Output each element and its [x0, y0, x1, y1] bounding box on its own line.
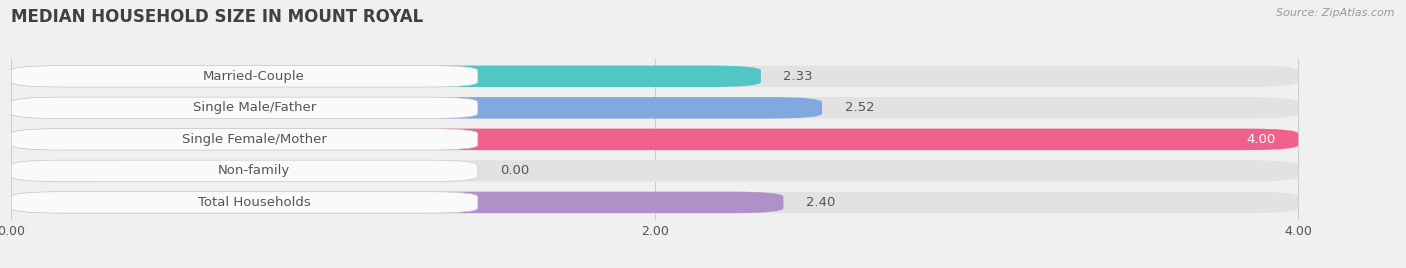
- FancyBboxPatch shape: [11, 66, 478, 87]
- Text: Single Female/Mother: Single Female/Mother: [181, 133, 326, 146]
- FancyBboxPatch shape: [11, 192, 1298, 213]
- FancyBboxPatch shape: [11, 66, 761, 87]
- FancyBboxPatch shape: [11, 129, 478, 150]
- Text: Non-family: Non-family: [218, 164, 290, 177]
- Text: 4.00: 4.00: [1247, 133, 1275, 146]
- Text: 2.52: 2.52: [845, 101, 875, 114]
- Text: Single Male/Father: Single Male/Father: [193, 101, 316, 114]
- FancyBboxPatch shape: [11, 66, 1298, 87]
- FancyBboxPatch shape: [11, 97, 1298, 118]
- FancyBboxPatch shape: [11, 160, 142, 182]
- Text: Married-Couple: Married-Couple: [204, 70, 305, 83]
- Text: Total Households: Total Households: [198, 196, 311, 209]
- FancyBboxPatch shape: [11, 192, 783, 213]
- FancyBboxPatch shape: [11, 97, 823, 118]
- FancyBboxPatch shape: [11, 129, 1298, 150]
- FancyBboxPatch shape: [11, 192, 478, 213]
- FancyBboxPatch shape: [11, 160, 478, 182]
- Text: MEDIAN HOUSEHOLD SIZE IN MOUNT ROYAL: MEDIAN HOUSEHOLD SIZE IN MOUNT ROYAL: [11, 8, 423, 26]
- Text: 0.00: 0.00: [501, 164, 530, 177]
- FancyBboxPatch shape: [11, 129, 1298, 150]
- FancyBboxPatch shape: [11, 160, 1298, 182]
- Text: Source: ZipAtlas.com: Source: ZipAtlas.com: [1277, 8, 1395, 18]
- FancyBboxPatch shape: [11, 97, 478, 118]
- Text: 2.33: 2.33: [783, 70, 813, 83]
- Text: 2.40: 2.40: [806, 196, 835, 209]
